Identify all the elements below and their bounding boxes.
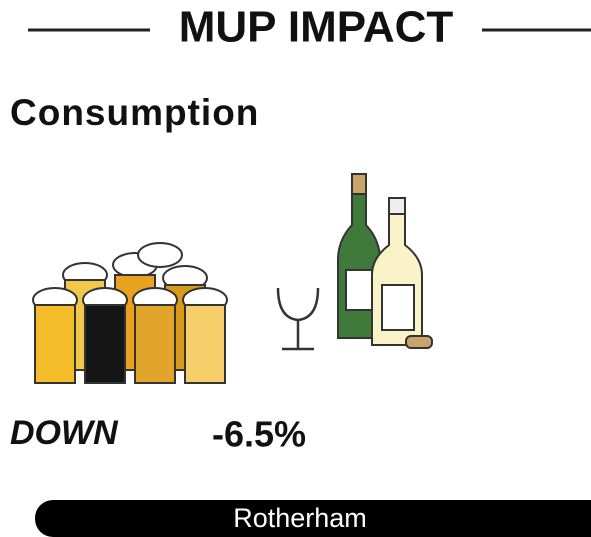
direction: DOWN xyxy=(10,414,119,452)
bottles-icon xyxy=(337,173,433,349)
section-heading: Consumption xyxy=(10,92,259,133)
location-pill xyxy=(35,500,591,537)
change-value: -6.5% xyxy=(212,414,306,455)
location: Rotherham xyxy=(233,503,367,533)
wine-glass-icon xyxy=(276,287,320,351)
beer-icon xyxy=(32,242,228,384)
title: MUP IMPACT xyxy=(179,3,454,52)
